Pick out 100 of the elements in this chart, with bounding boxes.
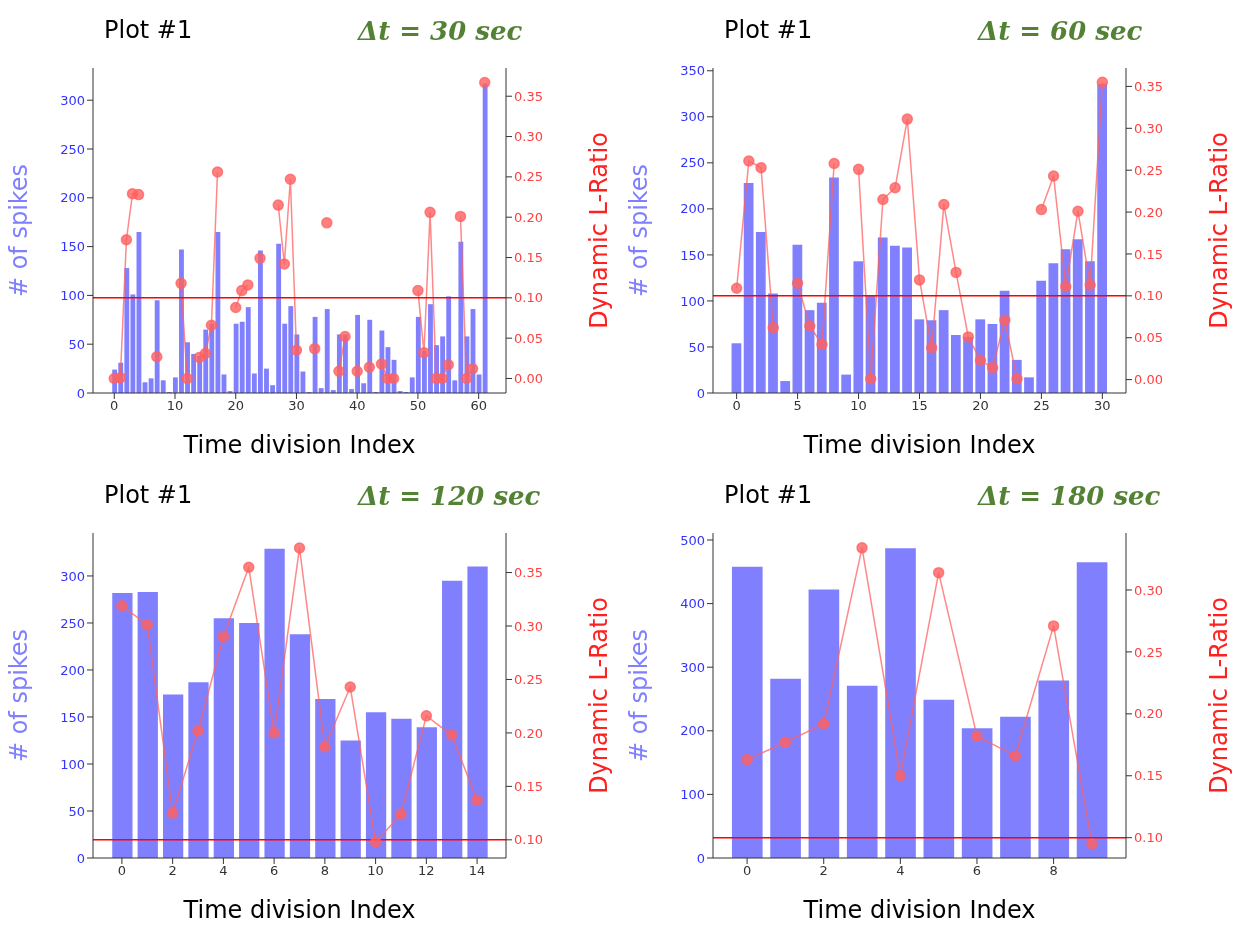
y2-tick-label: 0.15: [514, 250, 543, 266]
y2-tick-label: 0.15: [1134, 246, 1163, 262]
y-tick-label: 50: [68, 803, 85, 819]
y2-tick-label: 0.25: [514, 672, 543, 688]
chart-title: Plot #1: [98, 16, 199, 44]
y2-tick-label: 0.20: [514, 725, 543, 741]
y-tick-label: 200: [680, 723, 705, 739]
x-tick-label: 8: [1049, 863, 1058, 879]
y-tick-label: 0: [76, 850, 85, 866]
y2-tick-label: 0.20: [1134, 706, 1163, 722]
y2-tick-label: 0.10: [514, 290, 543, 306]
y-tick-label: 100: [680, 787, 705, 803]
y-tick-label: 250: [60, 141, 85, 157]
y2-tick-label: 0.30: [1134, 120, 1163, 136]
y-tick-label: 300: [680, 109, 705, 125]
y-tick-label: 0: [696, 385, 705, 401]
y2-tick-label: 0.25: [1134, 162, 1163, 178]
y2-tick-label: 0.20: [514, 209, 543, 225]
x-tick-label: 0: [742, 863, 752, 879]
x-tick-label: 2: [168, 863, 177, 879]
y-tick-label: 250: [60, 615, 85, 631]
y2-axis-title: Dynamic L-Ratio: [1204, 132, 1233, 329]
y2-tick-label: 0.00: [1134, 372, 1163, 388]
y2-tick-label: 0.30: [514, 618, 543, 634]
chart-subtitle: Δt = 120 sec: [358, 481, 541, 511]
y-tick-label: 400: [680, 596, 705, 612]
y-tick-label: 350: [680, 63, 705, 79]
y2-tick-label: 0.05: [1134, 330, 1163, 346]
y2-tick-label: 0.30: [514, 129, 543, 145]
x-axis-title: Time division Index: [802, 896, 1036, 924]
x-tick-label: 25: [1033, 398, 1050, 414]
x-tick-label: 10: [850, 398, 867, 414]
x-tick-label: 4: [896, 863, 905, 879]
y2-tick-label: 0.10: [1134, 288, 1163, 304]
x-axis-title: Time division Index: [802, 431, 1036, 459]
y-tick-label: 300: [60, 568, 85, 584]
chart-subtitle: Δt = 180 sec: [978, 481, 1161, 511]
y-tick-label: 50: [68, 336, 85, 352]
y-tick-label: 100: [680, 293, 705, 309]
y-tick-label: 150: [60, 239, 85, 255]
x-tick-label: 2: [819, 863, 828, 879]
x-tick-label: 12: [418, 863, 435, 879]
y-tick-label: 200: [680, 201, 705, 217]
x-tick-label: 0: [110, 398, 119, 414]
x-axis-title: Time division Index: [182, 431, 416, 459]
x-tick-label: 20: [227, 398, 244, 414]
chart-title: Plot #1: [718, 16, 819, 44]
y-axis-title: # of spikes: [624, 163, 653, 298]
y2-tick-label: 0.20: [1134, 204, 1163, 220]
x-tick-label: 6: [269, 863, 279, 879]
y2-axis-title: Dynamic L-Ratio: [584, 132, 613, 329]
x-tick-label: 0: [117, 863, 127, 879]
y-tick-label: 500: [680, 532, 705, 548]
y-tick-label: 250: [680, 155, 705, 171]
chart-subtitle: Δt = 30 sec: [358, 16, 523, 46]
y2-tick-label: 0.35: [1134, 79, 1163, 95]
y2-tick-label: 0.15: [514, 778, 543, 794]
y2-axis-title: Dynamic L-Ratio: [584, 597, 613, 794]
y-tick-label: 200: [60, 662, 85, 678]
x-tick-label: 10: [367, 863, 384, 879]
chart-title: Plot #1: [98, 481, 199, 509]
y2-tick-label: 0.30: [1134, 582, 1163, 598]
y-tick-label: 200: [60, 190, 85, 206]
chart-subtitle: Δt = 60 sec: [978, 16, 1143, 46]
y2-tick-label: 0.00: [514, 371, 543, 387]
x-tick-label: 0: [732, 398, 741, 414]
x-tick-label: 50: [409, 398, 427, 414]
y2-tick-label: 0.15: [1134, 768, 1163, 784]
x-tick-label: 30: [1094, 398, 1111, 414]
x-tick-label: 30: [288, 398, 305, 414]
x-tick-label: 14: [468, 863, 486, 879]
y-tick-label: 50: [688, 339, 705, 355]
x-tick-label: 5: [793, 398, 802, 414]
x-tick-label: 6: [972, 863, 982, 879]
y2-tick-label: 0.10: [514, 832, 543, 848]
x-axis-title: Time division Index: [182, 896, 416, 924]
y2-tick-label: 0.35: [514, 88, 543, 104]
y-tick-label: 150: [60, 709, 85, 725]
y-tick-label: 150: [680, 247, 705, 263]
x-tick-label: 60: [470, 398, 487, 414]
y2-tick-label: 0.25: [514, 169, 543, 185]
y-axis-title: # of spikes: [624, 628, 653, 763]
y2-tick-label: 0.25: [1134, 644, 1163, 660]
y-tick-label: 300: [680, 659, 705, 675]
x-tick-label: 4: [219, 863, 228, 879]
y-tick-label: 0: [76, 385, 85, 401]
y2-tick-label: 0.35: [514, 565, 543, 581]
y-tick-label: 0: [696, 850, 705, 866]
y-tick-label: 100: [60, 756, 85, 772]
x-tick-label: 40: [348, 398, 366, 414]
x-tick-label: 15: [911, 398, 928, 414]
y2-tick-label: 0.05: [514, 330, 543, 346]
y-axis-title: # of spikes: [4, 163, 33, 298]
y-tick-label: 300: [60, 92, 85, 108]
y-axis-title: # of spikes: [4, 628, 33, 763]
x-tick-label: 10: [166, 398, 184, 414]
y-tick-label: 100: [60, 288, 85, 304]
y2-axis-title: Dynamic L-Ratio: [1204, 597, 1233, 794]
x-tick-label: 8: [320, 863, 330, 879]
chart-title: Plot #1: [718, 481, 819, 509]
